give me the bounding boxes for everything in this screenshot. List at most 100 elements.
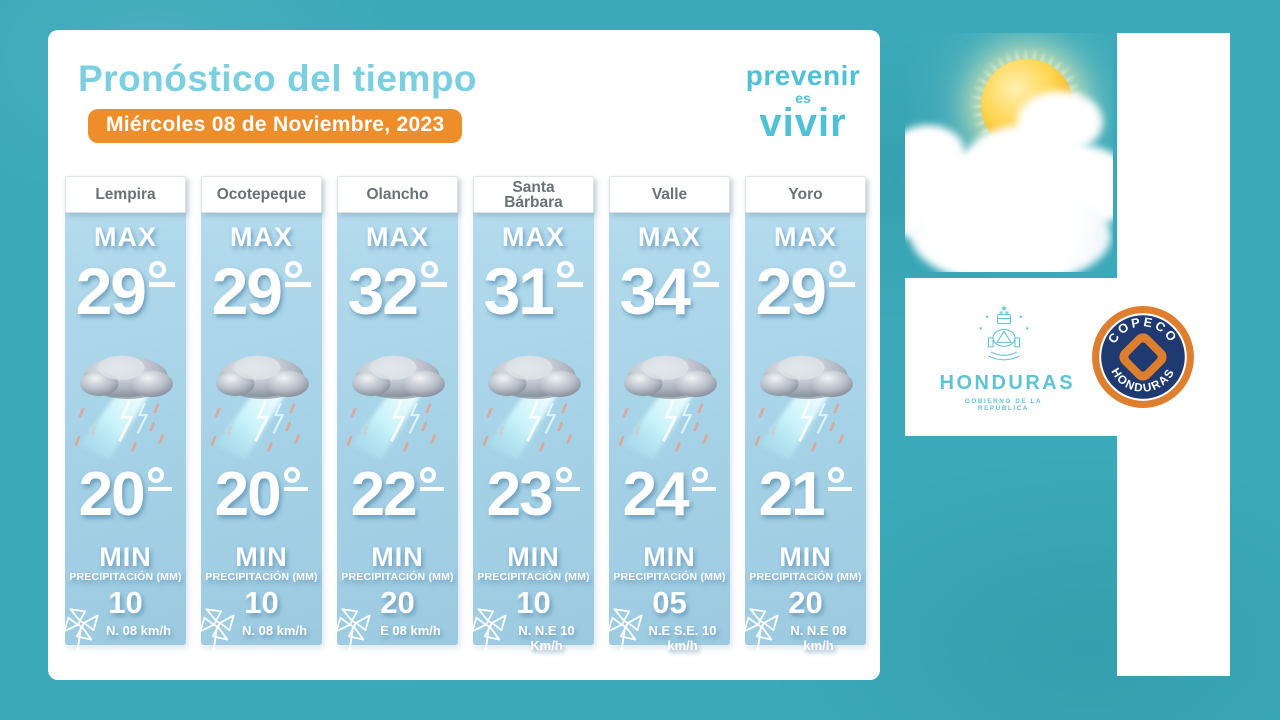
precipitation-value: 20 bbox=[788, 585, 823, 620]
storm-cloud-icon bbox=[618, 355, 717, 460]
max-temperature-value: 29 bbox=[755, 254, 827, 328]
min-temperature-value: 21 bbox=[758, 460, 826, 529]
precipitation-value: 10 bbox=[516, 585, 551, 620]
precipitation-value: 20 bbox=[380, 585, 415, 620]
pinwheel-wind-icon bbox=[471, 608, 507, 650]
degree-symbol bbox=[147, 467, 173, 492]
department-column: Santa Bárbara MAX 31 bbox=[471, 176, 594, 653]
degree-symbol bbox=[285, 261, 312, 288]
precipitation-value: 10 bbox=[108, 585, 143, 620]
storm-cloud-icon bbox=[74, 355, 173, 460]
max-temperature: 29 bbox=[201, 258, 322, 324]
min-temperature: 24 bbox=[609, 464, 730, 526]
department-column: Lempira MAX 29 bbox=[63, 176, 186, 650]
department-columns: Lempira MAX 29 bbox=[63, 176, 866, 653]
honduras-coat-of-arms-icon: ★ ★ ★ ★ ★ bbox=[978, 303, 1029, 360]
wind-direction-speed: N. 08 km/h bbox=[241, 623, 308, 638]
min-label: MIN bbox=[99, 542, 152, 572]
honduras-subtitle: GOBIERNO DE LA REPÚBLICA bbox=[964, 397, 1043, 412]
min-temperature-value: 23 bbox=[486, 460, 554, 529]
max-temperature: 29 bbox=[745, 258, 866, 324]
department-name: Lempira bbox=[95, 186, 156, 203]
min-temperature: 20 bbox=[201, 464, 322, 526]
precipitation-label: PRECIPITACIÓN (MM) bbox=[477, 571, 590, 583]
max-temperature: 32 bbox=[337, 258, 458, 324]
svg-text:★: ★ bbox=[1018, 314, 1023, 320]
honduras-wordmark: HONDURAS bbox=[939, 371, 1076, 394]
min-temperature-value: 20 bbox=[214, 460, 282, 529]
department-header: Lempira bbox=[65, 176, 186, 213]
max-temperature-value: 32 bbox=[347, 254, 419, 328]
department-header: Valle bbox=[609, 176, 730, 213]
max-label: MAX bbox=[94, 222, 157, 252]
sun-cloud-illustration bbox=[905, 33, 1113, 272]
department-header: Santa Bárbara bbox=[473, 176, 594, 213]
pinwheel-wind-icon bbox=[743, 608, 779, 650]
copeco-logo: COPECO HONDURAS bbox=[1090, 305, 1195, 409]
slogan-line2: es bbox=[795, 90, 811, 106]
pinwheel-wind-icon bbox=[607, 608, 643, 650]
degree-symbol bbox=[149, 261, 176, 288]
date-banner: Miércoles 08 de Noviembre, 2023 bbox=[88, 109, 463, 143]
department-name: Yoro bbox=[788, 186, 823, 203]
min-temperature-value: 22 bbox=[350, 460, 418, 529]
department-column: Olancho MAX 32 bbox=[335, 176, 458, 650]
department-name: Olancho bbox=[366, 186, 429, 203]
degree-symbol bbox=[421, 261, 448, 288]
department-header: Ocotepeque bbox=[201, 176, 322, 213]
degree-symbol bbox=[693, 261, 720, 288]
pinwheel-wind-icon bbox=[199, 608, 235, 650]
wind-direction-speed: N. 08 km/h bbox=[105, 623, 172, 638]
max-temperature-value: 31 bbox=[483, 254, 555, 328]
department-column: Valle MAX 34 bbox=[607, 176, 730, 653]
min-label: MIN bbox=[507, 542, 560, 572]
precipitation-label: PRECIPITACIÓN (MM) bbox=[341, 571, 454, 583]
storm-cloud-icon bbox=[754, 355, 853, 460]
degree-symbol bbox=[283, 467, 309, 492]
max-temperature: 34 bbox=[609, 258, 730, 324]
department-header: Olancho bbox=[337, 176, 458, 213]
max-temperature-value: 29 bbox=[211, 254, 283, 328]
pinwheel-wind-icon bbox=[335, 608, 371, 650]
max-label: MAX bbox=[230, 222, 293, 252]
degree-symbol bbox=[419, 467, 445, 492]
department-name: Ocotepeque bbox=[216, 186, 307, 203]
max-temperature-value: 34 bbox=[619, 254, 691, 328]
wind-direction-speed: N. N.E 10 Km/h bbox=[518, 623, 575, 653]
honduras-government-logo: ★ ★ ★ ★ ★ HONDURAS GOBIERNO DE LA REP bbox=[939, 303, 1076, 412]
page-title: Pronóstico del tiempo bbox=[78, 58, 478, 99]
svg-text:★: ★ bbox=[978, 326, 983, 332]
slogan-line1: prevenir bbox=[745, 60, 861, 91]
storm-cloud-icon bbox=[482, 355, 581, 460]
min-label: MIN bbox=[235, 542, 288, 572]
precipitation-label: PRECIPITACIÓN (MM) bbox=[613, 571, 726, 583]
max-label: MAX bbox=[638, 222, 701, 252]
wind-direction-speed: N.E S.E. 10 km/h bbox=[648, 623, 717, 653]
department-column: Yoro MAX 29 bbox=[743, 176, 866, 653]
max-label: MAX bbox=[502, 222, 565, 252]
min-temperature: 21 bbox=[745, 464, 866, 526]
min-label: MIN bbox=[643, 542, 696, 572]
cloud-puff bbox=[911, 189, 1111, 272]
degree-symbol bbox=[691, 467, 717, 492]
department-column: Ocotepeque MAX 29 bbox=[199, 176, 322, 650]
min-label: MIN bbox=[779, 542, 832, 572]
precipitation-label: PRECIPITACIÓN (MM) bbox=[749, 571, 862, 583]
precipitation-value: 05 bbox=[652, 585, 687, 620]
precipitation-value: 10 bbox=[244, 585, 279, 620]
storm-cloud-icon bbox=[346, 355, 445, 460]
max-label: MAX bbox=[366, 222, 429, 252]
min-temperature-value: 24 bbox=[622, 460, 690, 529]
wind-direction-speed: N. N.E 08 km/h bbox=[790, 623, 847, 653]
degree-symbol bbox=[557, 261, 584, 288]
svg-text:★: ★ bbox=[1000, 303, 1007, 312]
min-temperature: 22 bbox=[337, 464, 458, 526]
slogan-line3: vivir bbox=[759, 101, 847, 145]
svg-text:★: ★ bbox=[1024, 326, 1029, 332]
degree-symbol bbox=[827, 467, 853, 492]
pinwheel-wind-icon bbox=[63, 608, 99, 650]
precipitation-label: PRECIPITACIÓN (MM) bbox=[69, 571, 182, 583]
precipitation-label: PRECIPITACIÓN (MM) bbox=[205, 571, 318, 583]
max-temperature: 31 bbox=[473, 258, 594, 324]
